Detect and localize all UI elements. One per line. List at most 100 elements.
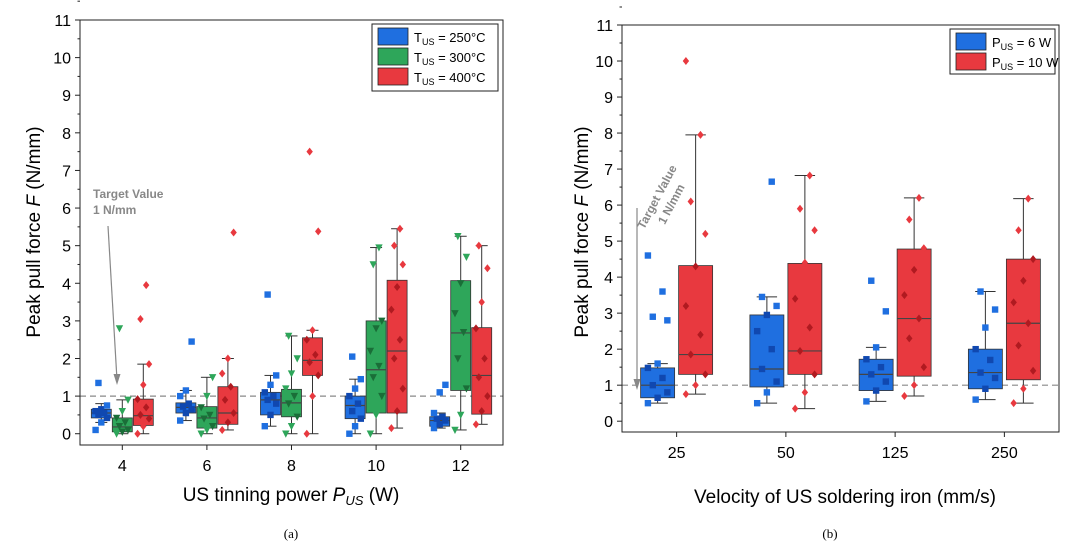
chart-a-data-point bbox=[100, 409, 108, 417]
chart-a-data-point bbox=[439, 413, 446, 420]
chart-a-box bbox=[386, 279, 408, 414]
chart-a-data-point bbox=[145, 414, 153, 423]
chart-a-data-point bbox=[200, 415, 208, 423]
chart-a-legend-label-400: TUS = 400°C bbox=[414, 70, 486, 87]
chart-b-data-point bbox=[687, 350, 694, 359]
chart-a-data-point bbox=[121, 419, 129, 427]
chart-b-xtick-label: 250 bbox=[991, 445, 1018, 462]
chart-b-ytick-label: 3 bbox=[604, 306, 613, 323]
chart-b-data-point bbox=[692, 262, 699, 271]
chart-b-data-point bbox=[702, 229, 709, 238]
chart-b-data-point bbox=[977, 288, 984, 295]
chart-a-data-point bbox=[442, 417, 449, 424]
chart-b-data-point bbox=[872, 344, 880, 351]
chart-a-xtick-label: 6 bbox=[202, 458, 211, 475]
chart-a-data-point bbox=[430, 424, 438, 432]
chart-a-box bbox=[344, 395, 366, 420]
chart-a-target-label-2: 1 N/mm bbox=[93, 203, 136, 217]
chart-a-data-point bbox=[179, 403, 187, 410]
chart-a-ytick-label: 6 bbox=[62, 201, 71, 218]
chart-a-ytick-label: 5 bbox=[62, 239, 71, 256]
chart-b-ytick-label: 4 bbox=[604, 270, 613, 287]
chart-a-data-point bbox=[197, 430, 205, 438]
chart-b-data-point bbox=[664, 389, 671, 396]
chart-b-data-point bbox=[796, 346, 804, 355]
chart-b-data-point bbox=[1015, 341, 1022, 350]
chart-a-data-point bbox=[273, 372, 280, 379]
chart-b-data-point bbox=[1025, 194, 1032, 203]
chart-b-data-point bbox=[1010, 399, 1017, 408]
chart-b-ytick-label: 7 bbox=[604, 162, 613, 179]
chart-a-data-point bbox=[203, 392, 211, 401]
chart-a-data-point bbox=[145, 360, 153, 369]
chart-b-data-point bbox=[659, 288, 666, 295]
chart-a-box bbox=[365, 320, 387, 414]
chart-a-xtick-label: 4 bbox=[118, 458, 127, 475]
chart-b-data-point bbox=[682, 301, 690, 310]
chart-a-data-point bbox=[92, 426, 99, 434]
chart-a-data-point bbox=[267, 411, 274, 419]
chart-a-data-point bbox=[375, 362, 383, 371]
chart-b-xlabel: Velocity of US soldering iron (mm/s) bbox=[694, 487, 996, 508]
chart-a-data-point bbox=[134, 395, 141, 404]
chart-a-x-axis: 4 6 8 10 12 bbox=[118, 445, 470, 475]
chart-a-data-point bbox=[188, 406, 195, 413]
chart-b-xtick-label: 50 bbox=[777, 445, 795, 462]
chart-a-legend-label-300: TUS = 300°C bbox=[414, 50, 486, 67]
chart-a-data-point bbox=[306, 358, 313, 367]
chart-b-data-point bbox=[753, 327, 761, 335]
chart-b-data-point bbox=[910, 265, 918, 274]
chart-b-ytick-label: 2 bbox=[604, 342, 613, 359]
chart-b-data-point bbox=[868, 371, 875, 378]
chart-a-data-point bbox=[284, 332, 293, 340]
chart-b-data-point bbox=[877, 363, 885, 371]
chart-b-data-point bbox=[882, 308, 890, 315]
chart-a-data-point bbox=[115, 422, 124, 431]
chart-a-data-point bbox=[112, 430, 121, 438]
chart-a-data-point bbox=[393, 283, 401, 292]
chart-b-data-point bbox=[768, 178, 775, 185]
chart-a-data-point bbox=[142, 403, 150, 412]
chart-b-ytick-label: 6 bbox=[604, 198, 613, 215]
chart-a-data-point bbox=[436, 421, 443, 428]
chart-b-data-point bbox=[901, 391, 908, 400]
chart-b-data-point bbox=[991, 374, 999, 382]
chart-b-data-point bbox=[753, 399, 761, 407]
chart-b-data-point bbox=[692, 381, 699, 390]
chart-a-target-arrow bbox=[107, 225, 118, 381]
chart-a-data-point bbox=[481, 354, 488, 363]
chart-b-data-point bbox=[806, 171, 813, 180]
chart-b-legend: PUS = 6 W PUS = 10 W bbox=[949, 28, 1059, 75]
chart-a-data-point bbox=[261, 389, 268, 396]
chart-a-data-point bbox=[391, 241, 398, 250]
chart-a-data-point bbox=[134, 429, 141, 438]
chart-a-data-point bbox=[261, 422, 268, 430]
chart-a-data-point bbox=[282, 430, 290, 438]
chart-b-box bbox=[967, 348, 1003, 390]
chart-a-data-point bbox=[303, 335, 310, 344]
chart-a-data-point bbox=[306, 147, 313, 156]
chart-a-box bbox=[132, 398, 154, 426]
chart-b-data-point bbox=[682, 390, 690, 399]
chart-a-data-point bbox=[315, 227, 322, 236]
chart-b-marks bbox=[622, 57, 1059, 413]
chart-a-data-point bbox=[287, 370, 296, 378]
chart-a-ytick-label: 9 bbox=[62, 88, 71, 105]
chart-b-data-point bbox=[649, 313, 656, 320]
chart-b-data-point bbox=[644, 364, 652, 372]
chart-a-data-point bbox=[351, 385, 359, 392]
chart-b-data-point bbox=[697, 130, 704, 139]
chart-a-data-point bbox=[264, 291, 271, 298]
chart-a-data-point bbox=[182, 387, 190, 394]
chart-b-data-point bbox=[664, 317, 671, 324]
chart-a-data-point bbox=[484, 392, 491, 401]
chart-a-data-point bbox=[273, 400, 280, 407]
chart-b-data-point bbox=[791, 404, 799, 413]
chart-b-ytick-label: 11 bbox=[596, 18, 613, 35]
chart-a-data-point bbox=[203, 426, 211, 434]
chart-a-data-point bbox=[366, 347, 375, 355]
chart-a-data-point bbox=[176, 417, 184, 424]
chart-a-data-point bbox=[454, 355, 462, 363]
chart-a-data-point bbox=[137, 315, 144, 324]
